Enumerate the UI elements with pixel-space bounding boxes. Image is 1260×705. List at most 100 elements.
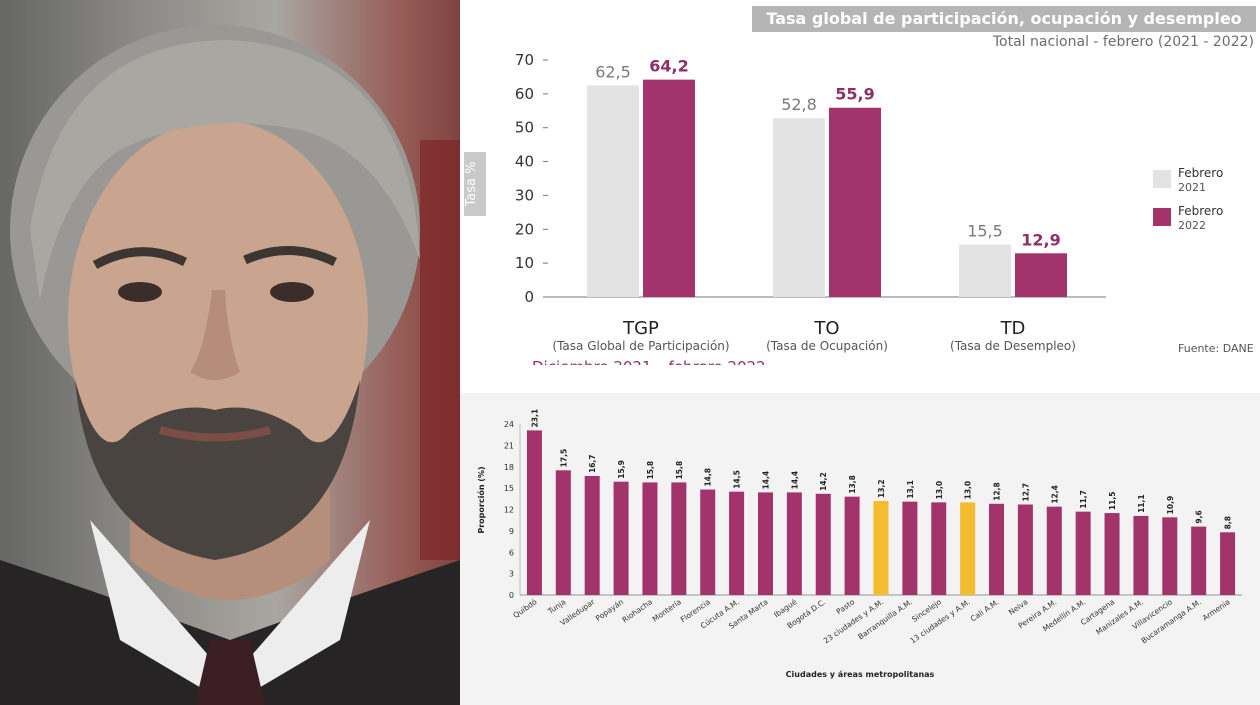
data-label: 13,0 [935, 481, 944, 500]
city-bar [584, 476, 600, 595]
city-bar [873, 500, 889, 595]
separator [460, 365, 1260, 393]
city-bar [960, 502, 976, 595]
city-bar [1104, 513, 1120, 595]
city-label: Riohacha [621, 597, 655, 624]
city-bar [729, 491, 745, 595]
city-bar [526, 430, 542, 595]
chart-subtitle: Total nacional - febrero (2021 - 2022) [992, 34, 1254, 50]
data-label: 13,2 [877, 479, 886, 498]
y-tick-label: 40 [515, 153, 534, 171]
legend-swatch [1153, 208, 1171, 226]
y-tick-label: 21 [504, 441, 514, 450]
city-label: Barranquilla A.M. [856, 597, 914, 641]
city-bar [757, 492, 773, 595]
source-note: Fuente: DANE [1178, 342, 1254, 355]
city-bar [815, 493, 831, 595]
city-bar [786, 492, 802, 595]
data-label: 55,9 [835, 85, 874, 104]
data-label: 8,8 [1224, 516, 1233, 529]
data-label: 23,1 [530, 409, 539, 428]
y-tick-label: 3 [509, 570, 514, 579]
y-axis-label: Tasa % [464, 162, 479, 208]
city-bar [1162, 517, 1178, 595]
y-tick-label: 24 [504, 420, 514, 429]
city-bar [931, 502, 947, 595]
city-label: Cali A.M. [969, 597, 1001, 623]
y-tick-label: 70 [515, 51, 534, 69]
y-tick-label: 12 [504, 506, 514, 515]
y-tick-label: 6 [509, 548, 514, 557]
data-label: 14,4 [761, 471, 770, 490]
data-label: 12,7 [1021, 483, 1030, 502]
data-label: 12,9 [1021, 230, 1060, 249]
city-bar [1133, 515, 1149, 595]
data-label: 16,7 [588, 454, 597, 473]
data-label: 52,8 [781, 95, 817, 114]
cities-bar-chart: Proporción (%) 0 3 6 9 12 15 18 21 24 23,1 Quibdó… [476, 409, 1242, 679]
city-bar [642, 482, 658, 595]
portrait-photo [0, 0, 460, 705]
bar-td-2022 [1015, 253, 1067, 297]
data-label: 12,8 [993, 482, 1002, 501]
legend-swatch [1153, 170, 1171, 188]
data-label: 14,5 [733, 470, 742, 489]
x-axis-label: Ciudades y áreas metropolitanas [786, 670, 935, 679]
city-bar [1191, 526, 1207, 595]
data-label: 13,0 [964, 481, 973, 500]
city-bar [555, 470, 571, 595]
data-label: 13,8 [848, 475, 857, 494]
city-bar [989, 503, 1005, 595]
category-label: TD [1000, 318, 1026, 339]
city-bar [1046, 506, 1062, 595]
y-tick-label: 20 [515, 220, 534, 238]
category-description: (Tasa de Desempleo) [950, 339, 1076, 353]
bar-tgp-2022 [643, 79, 695, 297]
data-label: 11,5 [1108, 492, 1117, 511]
y-tick-label: 18 [504, 463, 514, 472]
bar-td-2021 [959, 244, 1011, 297]
city-bar [671, 482, 687, 595]
city-bar [1220, 532, 1236, 595]
data-label: 15,8 [675, 461, 684, 480]
data-label: 12,4 [1050, 485, 1059, 504]
city-bar [700, 489, 716, 595]
data-label: 11,1 [1137, 494, 1146, 513]
y-axis-label-box [464, 152, 486, 216]
category-label: TGP [622, 318, 659, 339]
top-chart-panel: Tasa global de participación, ocupación … [460, 0, 1260, 376]
bar-to-2022 [829, 107, 881, 297]
y-tick-label: 60 [515, 85, 534, 103]
city-bar [844, 496, 860, 595]
man-portrait-icon [0, 0, 460, 705]
y-tick-label: 15 [504, 484, 514, 493]
y-tick-label: 0 [524, 288, 534, 306]
city-bar [613, 481, 629, 595]
legend-year: 2022 [1178, 219, 1206, 232]
data-label: 15,5 [967, 222, 1003, 241]
data-label: 15,8 [646, 461, 655, 480]
bar-tgp-2021 [587, 85, 639, 298]
data-label: 15,9 [617, 460, 626, 479]
data-label: 9,6 [1195, 510, 1204, 523]
city-label: Armenia [1201, 597, 1232, 622]
category-description: (Tasa Global de Participación) [552, 339, 729, 353]
y-axis-label: Proporción (%) [476, 466, 486, 533]
legend-label: Febrero [1178, 166, 1223, 180]
legend-label: Febrero [1178, 204, 1223, 218]
bar-to-2021 [773, 118, 825, 297]
city-label: Neiva [1007, 597, 1030, 617]
data-label: 10,9 [1166, 496, 1175, 515]
data-label: 13,1 [906, 480, 915, 499]
data-label: 17,5 [559, 449, 568, 468]
data-label: 14,4 [790, 471, 799, 490]
category-description: (Tasa de Ocupación) [766, 339, 888, 353]
data-label: 64,2 [649, 57, 688, 76]
data-label: 14,8 [704, 468, 713, 487]
chart-title: Tasa global de participación, ocupación … [752, 6, 1256, 32]
y-tick-label: 0 [509, 591, 514, 600]
y-tick-label: 30 [515, 186, 534, 204]
y-tick-label: 10 [515, 254, 534, 272]
category-label: TO [813, 318, 839, 339]
